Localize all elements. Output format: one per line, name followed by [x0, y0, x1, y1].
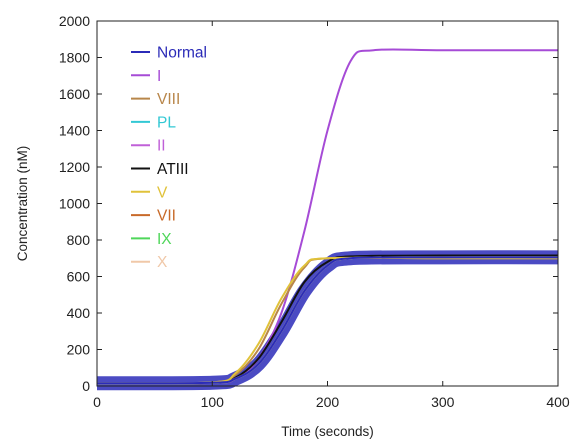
legend-label-v: V: [157, 184, 168, 201]
y-tick-label: 1200: [59, 159, 90, 175]
y-tick-label: 0: [82, 378, 90, 394]
x-tick-label: 400: [546, 394, 570, 410]
normal-envelope-band: [96, 250, 559, 391]
series-line-ix: [96, 256, 559, 385]
series-line-x: [96, 256, 559, 385]
x-tick-label: 0: [93, 394, 101, 410]
legend-label-x: X: [157, 254, 168, 271]
series-line-normal: [96, 256, 559, 385]
legend-label-ii: II: [157, 138, 166, 155]
axis-ticks: 0 100 200 300 400 0 200 400 600 800 1000 1200 1400 16…: [59, 13, 570, 410]
legend-label-pl: PL: [157, 114, 176, 131]
y-tick-label: 400: [67, 305, 91, 321]
y-tick-label: 800: [67, 232, 91, 248]
y-tick-label: 1800: [59, 50, 90, 66]
y-tick-label: 2000: [59, 13, 90, 29]
legend-label-normal: Normal: [157, 45, 207, 62]
y-tick-label: 200: [67, 342, 91, 358]
x-tick-label: 100: [201, 394, 225, 410]
legend-label-vii: VII: [157, 208, 176, 225]
legend-label-ix: IX: [157, 231, 172, 248]
series-line-ii: [96, 256, 559, 385]
legend-label-atiii: ATIII: [157, 161, 189, 178]
x-tick-label: 300: [431, 394, 455, 410]
legend-label-viii: VIII: [157, 91, 180, 108]
series-line-v: [96, 256, 558, 385]
y-tick-label: 1000: [59, 196, 90, 212]
series-line-viii: [96, 256, 558, 385]
legend: Normal I VIII PL II ATIII V VII IX X: [131, 45, 207, 271]
y-axis-label: Concentration (nM): [15, 146, 30, 262]
normal-band-path: [96, 250, 559, 391]
series-line-vii: [96, 256, 559, 385]
series-lines: [96, 48, 559, 385]
y-tick-label: 1600: [59, 86, 90, 102]
plot-frame: [96, 20, 559, 387]
series-line-atiii: [96, 254, 559, 385]
y-tick-label: 1400: [59, 123, 90, 139]
legend-label-i: I: [157, 68, 161, 85]
x-tick-label: 200: [316, 394, 340, 410]
x-axis-label: Time (seconds): [281, 424, 374, 439]
series-line-pl: [96, 256, 559, 385]
y-tick-label: 600: [67, 269, 91, 285]
